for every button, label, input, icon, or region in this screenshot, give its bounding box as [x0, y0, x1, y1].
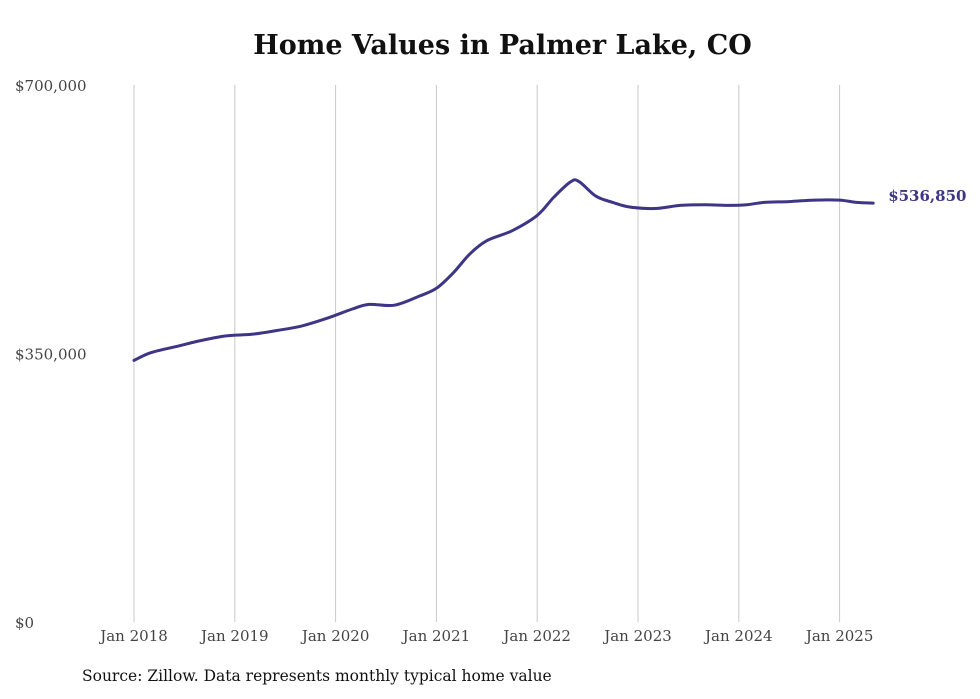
home-value-series-line — [132, 178, 875, 362]
source-note: Source: Zillow. Data represents monthly … — [82, 667, 552, 685]
x-tick-label: Jan 2019 — [199, 627, 269, 645]
y-tick-label: $350,000 — [15, 346, 87, 364]
x-tick-label: Jan 2024 — [703, 627, 773, 645]
x-axis-ticks: Jan 2018 Jan 2019 Jan 2020 Jan 2021 Jan 2022… — [98, 627, 873, 645]
x-tick-label: Jan 2018 — [98, 627, 168, 645]
home-value-line-chart: $0$350,000$700,000 Jan 2018 Jan 2019 Jan 2… — [15, 77, 966, 645]
x-tick-label: Jan 2023 — [602, 627, 672, 645]
latest-value-label: $536,850 — [888, 187, 966, 205]
x-tick-label: Jan 2021 — [401, 627, 471, 645]
chart-title: Home Values in Palmer Lake, CO — [253, 30, 752, 61]
y-axis-ticks: $0 $350,000 $700,000 — [15, 77, 87, 632]
gridlines — [133, 85, 841, 622]
y-tick-label: $0 — [15, 614, 34, 632]
x-tick-label: Jan 2020 — [300, 627, 370, 645]
y-tick-label: $700,000 — [15, 77, 87, 95]
x-tick-label: Jan 2022 — [501, 627, 571, 645]
x-tick-label: Jan 2025 — [804, 627, 874, 645]
